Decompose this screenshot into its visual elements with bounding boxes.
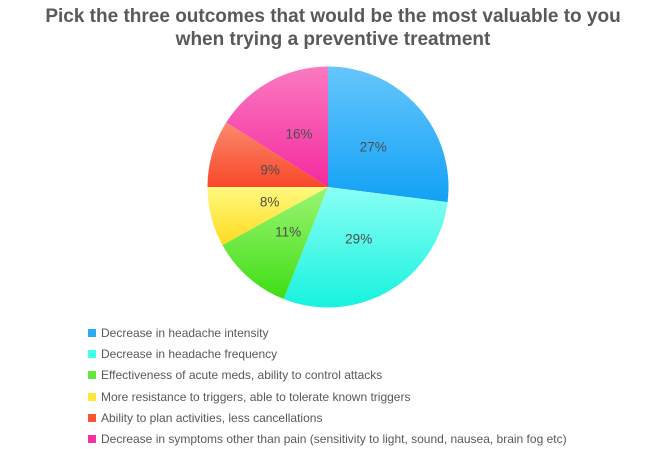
legend-item-1: Decrease in headache intensity bbox=[88, 322, 567, 343]
slice-percent-label-5: 9% bbox=[260, 163, 280, 178]
legend-swatch-icon bbox=[88, 435, 96, 444]
legend-item-3: Effectiveness of acute meds, ability to … bbox=[88, 365, 567, 386]
legend-label: Decrease in headache intensity bbox=[101, 325, 269, 340]
pie-slice-5 bbox=[207, 122, 328, 187]
pie-slice-6 bbox=[226, 66, 328, 187]
pie-slice-4 bbox=[207, 187, 328, 246]
pie-slice-3 bbox=[222, 187, 328, 300]
legend-item-4: More resistance to triggers, able to tol… bbox=[88, 386, 567, 407]
legend-label: Decrease in symptoms other than pain (se… bbox=[101, 432, 567, 447]
slice-percent-label-1: 27% bbox=[360, 140, 387, 155]
legend: Decrease in headache intensity Decrease i… bbox=[88, 322, 567, 449]
slice-percent-label-6: 16% bbox=[285, 127, 312, 142]
legend-item-2: Decrease in headache frequency bbox=[88, 343, 567, 364]
legend-swatch-icon bbox=[88, 392, 96, 401]
slice-percent-label-4: 8% bbox=[260, 195, 280, 210]
pie-slice-1 bbox=[328, 66, 449, 203]
legend-swatch-icon bbox=[88, 328, 96, 337]
chart-title: Pick the three outcomes that would be th… bbox=[0, 5, 666, 51]
slice-percent-label-2: 29% bbox=[345, 231, 372, 246]
chart-title-line-2: when trying a preventive treatment bbox=[175, 29, 491, 50]
legend-label: More resistance to triggers, able to tol… bbox=[101, 389, 411, 404]
legend-item-6: Decrease in symptoms other than pain (se… bbox=[88, 428, 567, 449]
pie-slice-2 bbox=[283, 187, 448, 308]
legend-item-5: Ability to plan activities, less cancell… bbox=[88, 407, 567, 428]
slice-percent-label-3: 11% bbox=[275, 225, 301, 240]
legend-swatch-icon bbox=[88, 371, 96, 380]
legend-label: Ability to plan activities, less cancell… bbox=[101, 410, 323, 425]
legend-label: Effectiveness of acute meds, ability to … bbox=[101, 368, 383, 383]
chart-title-line-1: Pick the three outcomes that would be th… bbox=[45, 6, 621, 27]
legend-label: Decrease in headache frequency bbox=[101, 346, 278, 361]
legend-swatch-icon bbox=[88, 413, 96, 422]
legend-swatch-icon bbox=[88, 349, 96, 358]
